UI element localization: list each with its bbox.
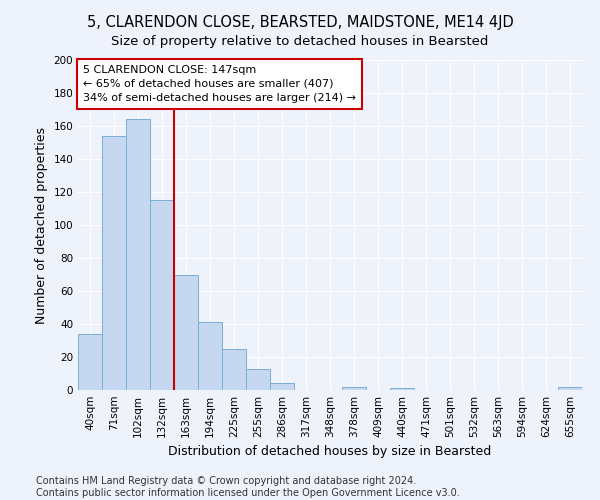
Bar — [126, 120, 150, 390]
Bar — [558, 386, 582, 390]
Bar — [246, 368, 270, 390]
Bar — [102, 136, 126, 390]
Bar — [198, 322, 222, 390]
Text: 5 CLARENDON CLOSE: 147sqm
← 65% of detached houses are smaller (407)
34% of semi: 5 CLARENDON CLOSE: 147sqm ← 65% of detac… — [83, 65, 356, 103]
Text: 5, CLARENDON CLOSE, BEARSTED, MAIDSTONE, ME14 4JD: 5, CLARENDON CLOSE, BEARSTED, MAIDSTONE,… — [86, 15, 514, 30]
Text: Size of property relative to detached houses in Bearsted: Size of property relative to detached ho… — [112, 35, 488, 48]
Bar — [222, 349, 246, 390]
Bar — [342, 386, 366, 390]
Text: Contains HM Land Registry data © Crown copyright and database right 2024.
Contai: Contains HM Land Registry data © Crown c… — [36, 476, 460, 498]
Bar — [390, 388, 414, 390]
Bar — [78, 334, 102, 390]
X-axis label: Distribution of detached houses by size in Bearsted: Distribution of detached houses by size … — [169, 446, 491, 458]
Bar — [270, 384, 294, 390]
Bar — [174, 274, 198, 390]
Bar — [150, 200, 174, 390]
Y-axis label: Number of detached properties: Number of detached properties — [35, 126, 48, 324]
